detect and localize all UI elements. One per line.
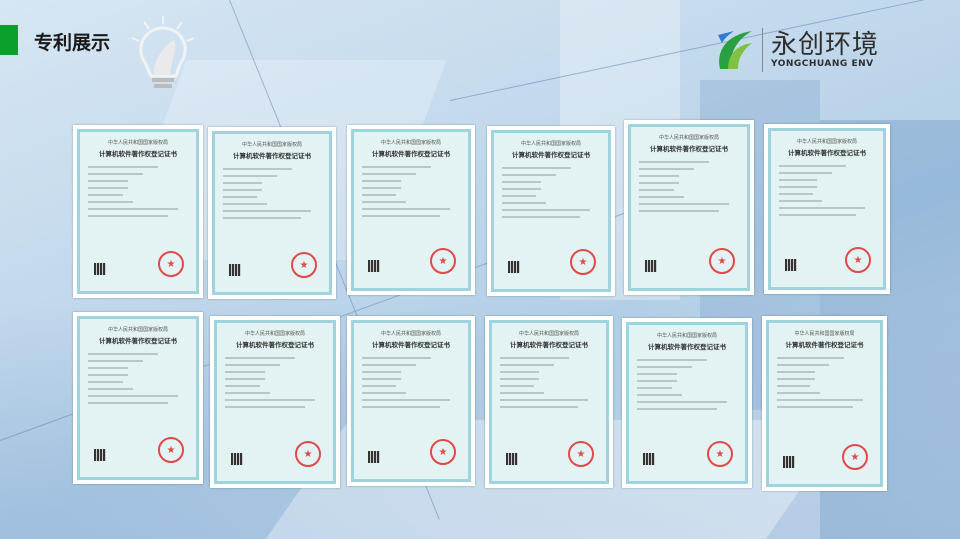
- certificate-image: 中华人民共和国国家版权局 计算机软件著作权登记证书 ★: [347, 125, 475, 295]
- qr-code-icon: [368, 260, 380, 272]
- official-seal-icon: ★: [709, 248, 735, 274]
- certificate-title: 计算机软件著作权登记证书: [233, 152, 311, 160]
- certificate-image: 中华人民共和国国家版权局 计算机软件著作权登记证书 ★: [210, 316, 340, 488]
- qr-code-icon: [645, 260, 657, 272]
- certificate-title: 计算机软件著作权登记证书: [236, 341, 314, 349]
- certificate-title: 计算机软件著作权登记证书: [648, 343, 726, 351]
- official-seal-icon: ★: [845, 247, 871, 273]
- certificate-issuer: 中华人民共和国国家版权局: [241, 142, 302, 148]
- certificate-title: 计算机软件著作权登记证书: [788, 149, 866, 157]
- certificate-title: 计算机软件著作权登记证书: [650, 145, 728, 153]
- certificate-title: 计算机软件著作权登记证书: [785, 341, 864, 349]
- logo-name-cn: 永创环境: [771, 30, 880, 60]
- lightbulb-hand-icon: [131, 16, 195, 88]
- certificate-title: 计算机软件著作权登记证书: [99, 150, 177, 158]
- qr-code-icon: [506, 453, 518, 465]
- certificate-issuer: 中华人民共和国国家版权局: [796, 139, 857, 145]
- certificate-image: 中华人民共和国国家版权局 计算机软件著作权登记证书 ★: [762, 316, 887, 491]
- official-seal-icon: ★: [295, 441, 321, 467]
- certificate-image: 中华人民共和国国家版权局 计算机软件著作权登记证书 ★: [622, 318, 752, 488]
- qr-code-icon: [508, 261, 520, 273]
- certificate-image: 中华人民共和国国家版权局 计算机软件著作权登记证书 ★: [485, 316, 613, 488]
- certificate-issuer: 中华人民共和国国家版权局: [380, 140, 441, 146]
- official-seal-icon: ★: [570, 249, 596, 275]
- certificate-title: 计算机软件著作权登记证书: [99, 337, 177, 345]
- certificate-title: 计算机软件著作权登记证书: [510, 341, 588, 349]
- logo-name-en: YONGCHUANG ENV: [771, 59, 874, 69]
- official-seal-icon: ★: [430, 439, 456, 465]
- official-seal-icon: ★: [842, 444, 868, 470]
- header-accent-bar: [0, 25, 18, 55]
- qr-code-icon: [643, 453, 655, 465]
- certificate-issuer: 中华人民共和国国家版权局: [244, 331, 305, 337]
- qr-code-icon: [94, 263, 106, 275]
- official-seal-icon: ★: [158, 251, 184, 277]
- qr-code-icon: [785, 259, 797, 271]
- certificate-image: 中华人民共和国国家版权局 计算机软件著作权登记证书 ★: [73, 125, 203, 298]
- certificate-title: 计算机软件著作权登记证书: [512, 151, 590, 159]
- certificate-issuer: 中华人民共和国国家版权局: [518, 331, 579, 337]
- certificate-title: 计算机软件著作权登记证书: [372, 341, 450, 349]
- logo-mark-icon: [718, 31, 752, 69]
- certificate-image: 中华人民共和国国家版权局 计算机软件著作权登记证书 ★: [764, 124, 890, 294]
- official-seal-icon: ★: [291, 252, 317, 278]
- official-seal-icon: ★: [158, 437, 184, 463]
- certificate-issuer: 中华人民共和国国家版权局: [794, 331, 855, 337]
- page-title: 专利展示: [34, 32, 111, 54]
- certificate-image: 中华人民共和国国家版权局 计算机软件著作权登记证书 ★: [208, 127, 336, 299]
- qr-code-icon: [231, 453, 243, 465]
- company-logo: 永创环境 YONGCHUANG ENV: [716, 28, 879, 72]
- certificate-issuer: 中华人民共和国国家版权局: [380, 331, 441, 337]
- qr-code-icon: [94, 449, 106, 461]
- certificate-image: 中华人民共和国国家版权局 计算机软件著作权登记证书 ★: [487, 126, 615, 296]
- certificate-issuer: 中华人民共和国国家版权局: [520, 141, 581, 147]
- qr-code-icon: [229, 264, 241, 276]
- certificate-image: 中华人民共和国国家版权局 计算机软件著作权登记证书 ★: [347, 316, 475, 486]
- certificate-issuer: 中华人民共和国国家版权局: [107, 140, 168, 146]
- certificate-issuer: 中华人民共和国国家版权局: [656, 333, 717, 339]
- certificate-title: 计算机软件著作权登记证书: [372, 150, 450, 158]
- certificate-issuer: 中华人民共和国国家版权局: [107, 327, 168, 333]
- qr-code-icon: [368, 451, 380, 463]
- official-seal-icon: ★: [430, 248, 456, 274]
- official-seal-icon: ★: [707, 441, 733, 467]
- certificate-image: 中华人民共和国国家版权局 计算机软件著作权登记证书 ★: [73, 312, 203, 484]
- qr-code-icon: [783, 456, 795, 468]
- official-seal-icon: ★: [568, 441, 594, 467]
- certificate-image: 中华人民共和国国家版权局 计算机软件著作权登记证书 ★: [624, 120, 754, 295]
- certificate-issuer: 中华人民共和国国家版权局: [658, 135, 719, 141]
